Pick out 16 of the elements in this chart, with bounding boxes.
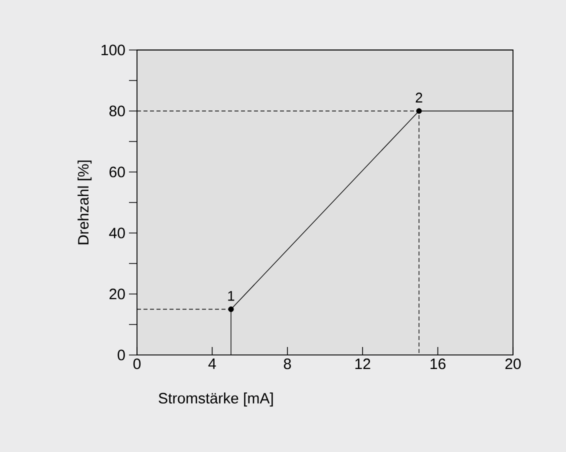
x-tick-label: 4: [208, 358, 216, 369]
y-tick-label: 80: [109, 106, 125, 116]
y-tick-label: 60: [110, 166, 125, 178]
annotation: 1: [228, 291, 234, 301]
y-tick-label: 100: [102, 44, 125, 56]
x-tick-label: 8: [284, 358, 291, 370]
x-tick-label: 0: [133, 358, 141, 370]
y-tick-label: 20: [110, 288, 125, 300]
x-tick-label: 12: [355, 358, 370, 369]
y-axis-title: Drehzahl [%]: [78, 160, 92, 244]
annotation: 2: [416, 92, 422, 102]
y-tick-label: 40: [109, 228, 125, 238]
x-tick-label: 16: [430, 358, 446, 370]
x-tick-label: 20: [505, 358, 521, 370]
y-tick-label: 0: [118, 350, 125, 360]
x-axis-title: Stromstärke [mA]: [158, 392, 273, 406]
